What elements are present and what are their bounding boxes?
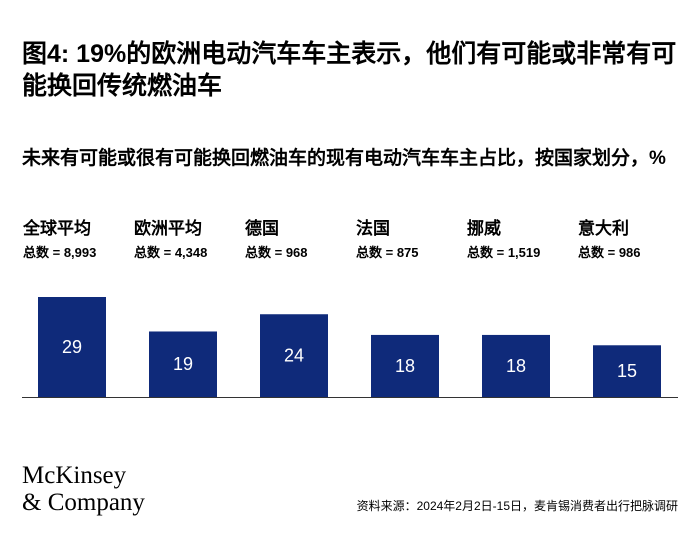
bar (260, 314, 328, 397)
bar-value-label: 29 (62, 337, 82, 357)
bar-value-label: 19 (173, 354, 193, 374)
source-note: 资料来源：2024年2月2日-15日，麦肯锡消费者出行把脉调研 (356, 499, 678, 513)
sample-size-label: 总数 = 1,519 (467, 245, 540, 260)
bar-value-label: 15 (617, 361, 637, 381)
sample-size-label: 总数 = 968 (245, 245, 308, 260)
mckinsey-logo: McKinsey & Company (22, 462, 145, 516)
sample-size-label: 总数 = 986 (578, 245, 641, 260)
bar (38, 297, 106, 397)
sample-size-label: 总数 = 8,993 (23, 245, 96, 260)
bar-value-label: 18 (395, 356, 415, 376)
chart-title: 图4: 19%的欧洲电动汽车车主表示，他们有可能或非常有可能换回传统燃油车 (22, 40, 677, 100)
logo-line-2: & Company (22, 489, 145, 516)
bar (149, 331, 217, 397)
category-label: 全球平均 (22, 218, 91, 238)
category-label: 挪威 (467, 218, 501, 238)
category-label: 意大利 (578, 218, 629, 238)
category-label: 法国 (356, 218, 390, 238)
bar-value-label: 18 (506, 356, 526, 376)
bar (371, 334, 439, 397)
category-label: 德国 (245, 218, 279, 238)
chart-subtitle: 未来有可能或很有可能换回燃油车的现有电动汽车车主占比，按国家划分，% (22, 148, 666, 169)
bar (482, 334, 550, 397)
category-label: 欧洲平均 (134, 218, 202, 238)
bars: 29 19 24 18 18 15 (38, 297, 661, 397)
bar (593, 345, 661, 397)
bar-value-label: 24 (284, 346, 304, 366)
logo-line-1: McKinsey (22, 462, 127, 489)
sample-size-label: 总数 = 4,348 (134, 245, 207, 260)
sample-size-label: 总数 = 875 (356, 245, 419, 260)
